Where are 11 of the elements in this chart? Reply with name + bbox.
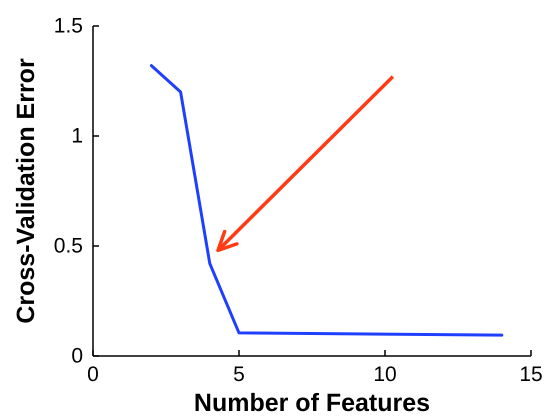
y-tick-label: 0 (71, 344, 83, 368)
y-tick-label: 0.5 (54, 234, 83, 258)
x-tick-label: 15 (519, 362, 543, 386)
x-tick-label: 0 (87, 362, 99, 386)
y-tick-label: 1.5 (54, 14, 83, 38)
x-axis-title: Number of Features (194, 389, 430, 416)
x-tick-label: 10 (373, 362, 397, 386)
y-tick-label: 1 (71, 124, 83, 148)
y-axis-title: Cross-Validation Error (12, 58, 40, 324)
x-tick-label: 5 (233, 362, 245, 386)
line-series (150, 64, 504, 337)
